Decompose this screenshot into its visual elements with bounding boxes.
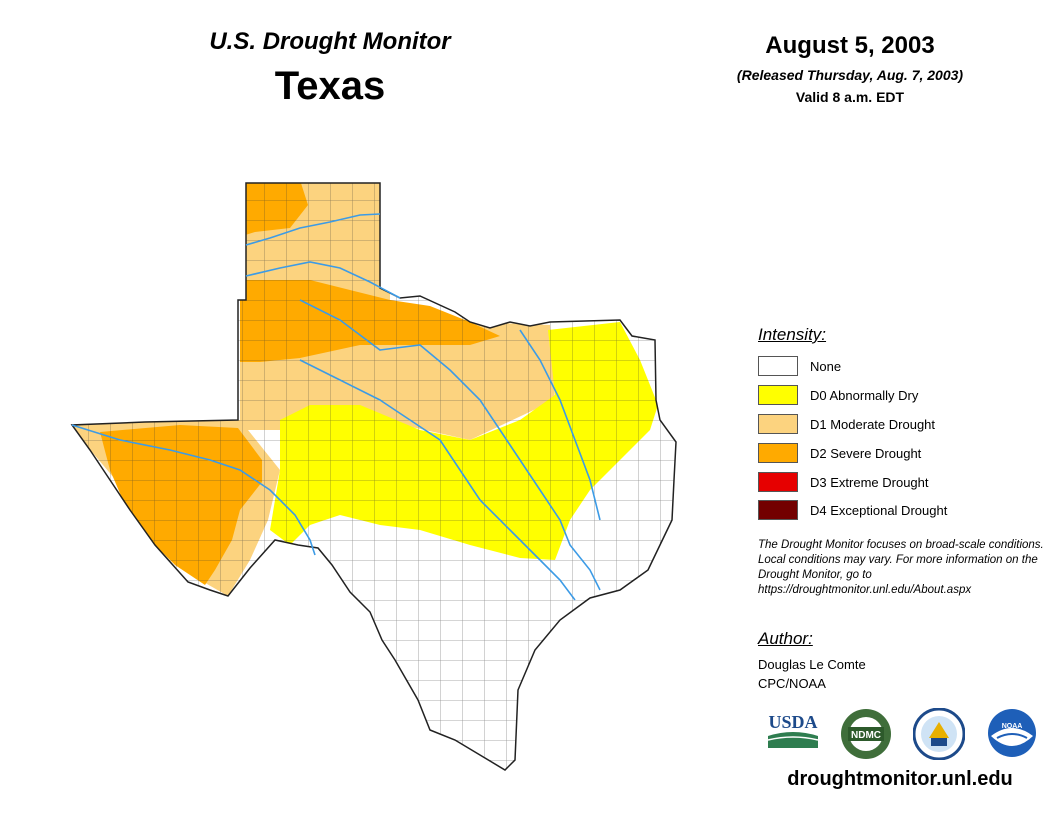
- usda-logo-text: USDA: [768, 712, 817, 732]
- legend-item-d4: D4 Exceptional Drought: [758, 499, 947, 521]
- noaa-logo-text: NOAA: [1002, 723, 1023, 730]
- river-rio-grande: [71, 424, 316, 556]
- legend-swatch: [758, 443, 798, 463]
- river-brazos: [299, 299, 601, 591]
- valid-time: Valid 8 a.m. EDT: [795, 89, 905, 105]
- river-canadian: [245, 213, 381, 246]
- legend-label: None: [810, 358, 842, 374]
- legend-label: D1 Moderate Drought: [810, 416, 936, 432]
- rivers: [71, 213, 601, 601]
- legend-swatch: [758, 414, 798, 434]
- river-trinity: [519, 329, 601, 521]
- legend-item-d2: D2 Severe Drought: [758, 442, 921, 464]
- noaa-logo[interactable]: NOAA: [987, 708, 1037, 758]
- legend-label: D0 Abnormally Dry: [810, 387, 919, 403]
- legend-item-none: None: [758, 355, 841, 377]
- map-date: August 5, 2003: [765, 32, 935, 59]
- state-title: Texas: [274, 64, 386, 108]
- doc-logo[interactable]: [913, 708, 965, 760]
- author-org: CPC/NOAA: [758, 676, 826, 691]
- river-red: [245, 261, 401, 299]
- legend-swatch: [758, 500, 798, 520]
- legend-label: D2 Severe Drought: [810, 445, 922, 461]
- ndmc-logo-text: NDMC: [851, 730, 881, 741]
- legend-swatch: [758, 356, 798, 376]
- usda-logo[interactable]: USDA: [766, 708, 820, 752]
- legend-label: D3 Extreme Drought: [810, 474, 929, 490]
- release-note: (Released Thursday, Aug. 7, 2003): [736, 67, 964, 83]
- texas-outline: [70, 182, 677, 771]
- legend-label: D4 Exceptional Drought: [810, 502, 948, 518]
- site-url-link[interactable]: droughtmonitor.unl.edu: [787, 768, 1013, 790]
- river-colorado: [299, 359, 576, 601]
- monitor-title: U.S. Drought Monitor: [209, 28, 451, 55]
- author-name: Douglas Le Comte: [758, 657, 866, 672]
- legend-title: Intensity:: [758, 325, 827, 344]
- author-title: Author:: [758, 629, 813, 648]
- legend-swatch: [758, 472, 798, 492]
- legend-item-d3: D3 Extreme Drought: [758, 471, 929, 493]
- ndmc-logo[interactable]: NDMC: [840, 708, 892, 760]
- legend-item-d1: D1 Moderate Drought: [758, 413, 935, 435]
- legend-item-d0: D0 Abnormally Dry: [758, 384, 918, 406]
- legend-swatch: [758, 385, 798, 405]
- disclaimer-text: The Drought Monitor focuses on broad-sca…: [758, 539, 1044, 596]
